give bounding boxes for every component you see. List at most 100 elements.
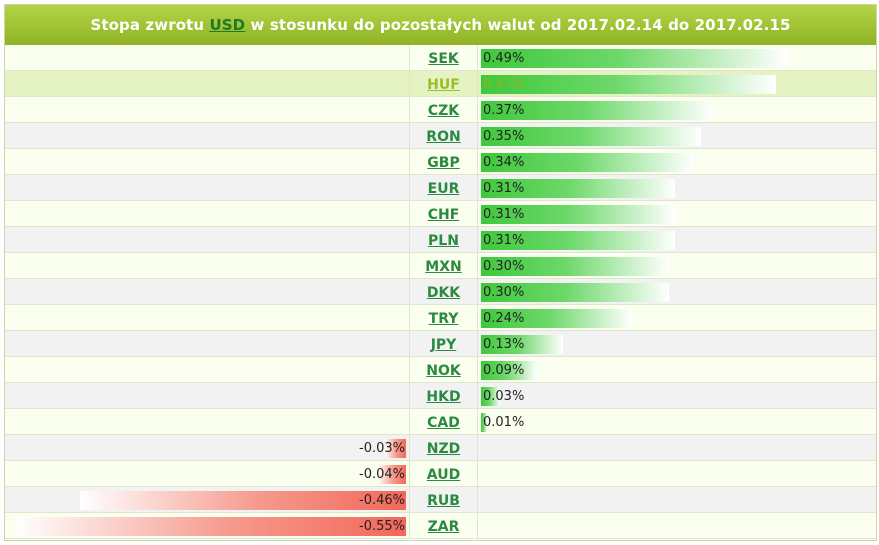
positive-cell: 0.01% [478, 409, 878, 434]
positive-cell [478, 435, 878, 460]
positive-bar [481, 179, 676, 198]
return-value: -0.46% [359, 493, 405, 508]
return-value: 0.24% [483, 311, 525, 326]
currency-cell: DKK [410, 279, 478, 304]
negative-cell: -0.55% [5, 513, 410, 538]
negative-bar [16, 517, 406, 536]
positive-bar [481, 127, 701, 146]
return-value: 0.13% [483, 337, 525, 352]
table-header: Stopa zwrotu USD w stosunku do pozostały… [5, 5, 876, 45]
currency-cell: HKD [410, 383, 478, 408]
base-currency-link[interactable]: USD [209, 16, 246, 34]
positive-cell: 0.03% [478, 383, 878, 408]
return-value: 0.37% [483, 103, 525, 118]
table-row: TRY 0.24% [5, 305, 876, 331]
return-value: 0.30% [483, 259, 525, 274]
currency-code-link[interactable]: EUR [427, 181, 460, 197]
table-row: SEK 0.49% [5, 45, 876, 71]
table-row: PLN 0.31% [5, 227, 876, 253]
currency-code-link[interactable]: CAD [427, 415, 460, 431]
negative-cell: -0.04% [5, 461, 410, 486]
table-row: MXN 0.30% [5, 253, 876, 279]
positive-bar [481, 153, 695, 172]
header-prefix: Stopa zwrotu [90, 16, 210, 34]
table-row: DKK 0.30% [5, 279, 876, 305]
positive-cell: 0.37% [478, 97, 878, 122]
negative-cell [5, 201, 410, 226]
currency-code-link[interactable]: HUF [427, 77, 460, 93]
negative-bar [79, 491, 406, 510]
table-row: CAD 0.01% [5, 409, 876, 435]
positive-bar [481, 49, 789, 68]
negative-cell [5, 149, 410, 174]
currency-code-link[interactable]: TRY [428, 311, 459, 327]
positive-bar [481, 257, 670, 276]
currency-code-link[interactable]: RUB [427, 493, 460, 509]
positive-cell: 0.30% [478, 253, 878, 278]
currency-code-link[interactable]: AUD [426, 467, 461, 483]
currency-code-link[interactable]: MXN [425, 259, 462, 275]
positive-bar [481, 101, 714, 120]
currency-cell: CZK [410, 97, 478, 122]
positive-bar [481, 335, 563, 354]
currency-code-link[interactable]: PLN [428, 233, 459, 249]
currency-code-link[interactable]: GBP [427, 155, 460, 171]
return-value: 0.03% [483, 389, 525, 404]
negative-cell [5, 305, 410, 330]
currency-cell: CHF [410, 201, 478, 226]
negative-cell [5, 253, 410, 278]
currency-cell: MXN [410, 253, 478, 278]
positive-bar [481, 309, 632, 328]
currency-cell: SEK [410, 45, 478, 70]
header-suffix: w stosunku do pozostałych walut od 2017.… [245, 16, 791, 34]
currency-code-link[interactable]: ZAR [427, 519, 460, 535]
negative-cell: -0.03% [5, 435, 410, 460]
positive-cell: 0.47% [478, 71, 878, 96]
return-value: 0.35% [483, 129, 525, 144]
return-value: -0.55% [359, 519, 405, 534]
currency-cell: AUD [410, 461, 478, 486]
negative-cell [5, 357, 410, 382]
currency-return-table: Stopa zwrotu USD w stosunku do pozostały… [4, 4, 877, 541]
table-row: NOK 0.09% [5, 357, 876, 383]
positive-cell: 0.49% [478, 45, 878, 70]
currency-code-link[interactable]: JPY [430, 337, 457, 353]
currency-code-link[interactable]: CZK [427, 103, 460, 119]
table-row: -0.46% RUB [5, 487, 876, 513]
table-row: -0.55% ZAR [5, 513, 876, 539]
currency-cell: JPY [410, 331, 478, 356]
positive-cell: 0.24% [478, 305, 878, 330]
currency-cell: ZAR [410, 513, 478, 538]
currency-cell: EUR [410, 175, 478, 200]
currency-code-link[interactable]: RON [426, 129, 461, 145]
currency-cell: NZD [410, 435, 478, 460]
currency-code-link[interactable]: HKD [426, 389, 461, 405]
currency-code-link[interactable]: DKK [426, 285, 461, 301]
table-row: -0.03% NZD [5, 435, 876, 461]
negative-cell [5, 227, 410, 252]
positive-bar [481, 387, 500, 406]
negative-cell [5, 97, 410, 122]
return-value: 0.31% [483, 233, 525, 248]
table-row: EUR 0.31% [5, 175, 876, 201]
positive-bar [481, 231, 676, 250]
negative-cell [5, 71, 410, 96]
currency-code-link[interactable]: SEK [428, 51, 459, 67]
return-value: -0.04% [359, 467, 405, 482]
positive-cell: 0.31% [478, 175, 878, 200]
return-value: 0.49% [483, 51, 525, 66]
negative-cell: -0.46% [5, 487, 410, 512]
positive-cell: 0.13% [478, 331, 878, 356]
currency-code-link[interactable]: NOK [426, 363, 461, 379]
currency-code-link[interactable]: NZD [426, 441, 461, 457]
currency-cell: RUB [410, 487, 478, 512]
currency-cell: TRY [410, 305, 478, 330]
negative-cell [5, 175, 410, 200]
return-value: 0.31% [483, 181, 525, 196]
positive-cell [478, 461, 878, 486]
positive-bar [481, 413, 488, 432]
positive-cell: 0.31% [478, 227, 878, 252]
negative-bar [384, 439, 406, 458]
currency-code-link[interactable]: CHF [427, 207, 460, 223]
table-row: RON 0.35% [5, 123, 876, 149]
